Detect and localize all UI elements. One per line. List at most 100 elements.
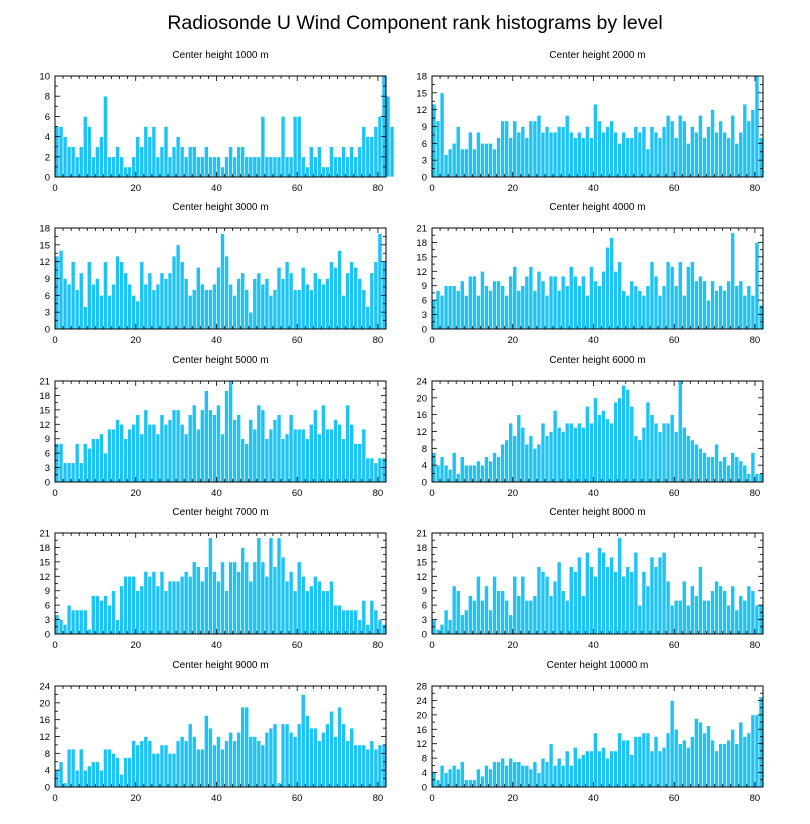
histogram-bar — [665, 261, 671, 330]
x-tick-label: 20 — [507, 335, 518, 346]
histogram-bar — [115, 255, 120, 330]
histogram-bar — [746, 285, 752, 330]
histogram-bar — [333, 736, 338, 788]
histogram-bar — [78, 462, 84, 483]
histogram-bar — [216, 266, 221, 330]
histogram-bar — [127, 428, 132, 483]
histogram-bar — [78, 748, 84, 788]
histogram-bar — [512, 435, 518, 483]
histogram-bar — [195, 266, 201, 330]
histogram-bar — [552, 275, 558, 330]
histogram-bar — [633, 126, 639, 178]
histogram-bar — [528, 600, 534, 635]
y-tick-label: 3 — [45, 308, 50, 319]
histogram-bar — [492, 452, 497, 483]
histogram-bar — [333, 604, 338, 635]
histogram-bar — [389, 126, 395, 178]
histogram-bar — [585, 295, 590, 330]
histogram-bar — [633, 285, 639, 330]
histogram-bar — [625, 389, 631, 483]
histogram-bar — [200, 156, 205, 178]
histogram-bar — [528, 266, 534, 330]
histogram-bar — [681, 295, 687, 330]
x-tick-label: 80 — [750, 488, 761, 499]
histogram-bar — [722, 456, 727, 483]
histogram-bar — [455, 473, 461, 483]
histogram-bar — [516, 290, 522, 330]
histogram-bar — [179, 146, 185, 178]
histogram-bar — [702, 600, 707, 635]
histogram-bar — [577, 422, 582, 483]
histogram-bar — [568, 266, 574, 330]
histogram-bar — [564, 114, 570, 178]
y-tick-label: 20 — [39, 698, 50, 709]
histogram-bar — [369, 457, 375, 483]
histogram-bar — [99, 136, 104, 178]
histogram-bar — [726, 604, 732, 635]
histogram-bar — [601, 551, 606, 635]
histogram-bar — [746, 585, 752, 635]
histogram-bar — [236, 731, 241, 788]
histogram-bar — [754, 473, 760, 483]
histogram-bar — [665, 422, 671, 483]
histogram-bar — [468, 595, 473, 635]
histogram-bar — [730, 452, 736, 483]
histogram-bar — [103, 452, 108, 483]
histogram-bar — [589, 566, 594, 635]
histogram-bar — [488, 290, 493, 330]
histogram-bar — [722, 131, 727, 178]
histogram-bar — [212, 156, 217, 178]
histogram-bar — [175, 136, 181, 178]
histogram-bar — [669, 700, 675, 788]
histogram-bar — [167, 156, 173, 178]
histogram-bar — [200, 409, 205, 483]
histogram-bar — [228, 380, 233, 483]
histogram-bar — [447, 619, 453, 635]
panel-title: Center height 9000 m — [172, 660, 268, 671]
histogram-bar — [508, 137, 514, 178]
histogram-bar — [119, 423, 124, 483]
histogram-bar — [86, 126, 92, 178]
histogram-bar — [661, 126, 667, 178]
histogram-bar — [738, 460, 744, 483]
histogram-panel: Center height 4000 m 0 20 40 60 80 0 3 6 9 12 15 18 2… — [416, 202, 764, 346]
histogram-bar — [564, 422, 570, 483]
histogram-bar — [746, 732, 752, 788]
histogram-bar — [179, 736, 185, 788]
x-tick-label: 60 — [669, 488, 680, 499]
panel-title: Center height 6000 m — [549, 355, 645, 366]
histogram-bar — [204, 566, 209, 635]
histogram-bar — [276, 782, 282, 788]
histogram-bar — [103, 261, 108, 330]
histogram-bar — [585, 750, 590, 788]
histogram-bar — [504, 120, 509, 178]
histogram-bar — [264, 278, 270, 330]
histogram-bar — [601, 747, 606, 788]
histogram-bar — [256, 740, 262, 788]
histogram-bar — [605, 757, 610, 788]
histogram-bar — [159, 744, 165, 788]
histogram-bar — [661, 285, 667, 330]
y-tick-label: 24 — [416, 377, 427, 388]
histogram-bar — [568, 131, 574, 178]
histogram-bar — [637, 439, 643, 483]
histogram-bar — [500, 285, 505, 330]
histogram-bar — [220, 233, 225, 330]
histogram-bar — [143, 736, 149, 788]
histogram-bar — [463, 609, 469, 635]
histogram-bar — [552, 580, 558, 635]
histogram-bar — [572, 426, 578, 483]
histogram-bar — [431, 103, 437, 178]
histogram-bar — [361, 744, 367, 788]
histogram-bar — [304, 166, 310, 178]
histogram-bar — [480, 775, 485, 788]
histogram-bar — [268, 295, 274, 330]
histogram-bar — [119, 156, 124, 178]
histogram-bar — [240, 272, 246, 330]
histogram-bar — [492, 280, 497, 330]
histogram-bar — [439, 92, 445, 178]
histogram-bar — [516, 131, 522, 178]
histogram-bar — [204, 715, 209, 788]
histogram-bar — [66, 462, 72, 483]
y-tick-label: 0 — [422, 630, 427, 641]
